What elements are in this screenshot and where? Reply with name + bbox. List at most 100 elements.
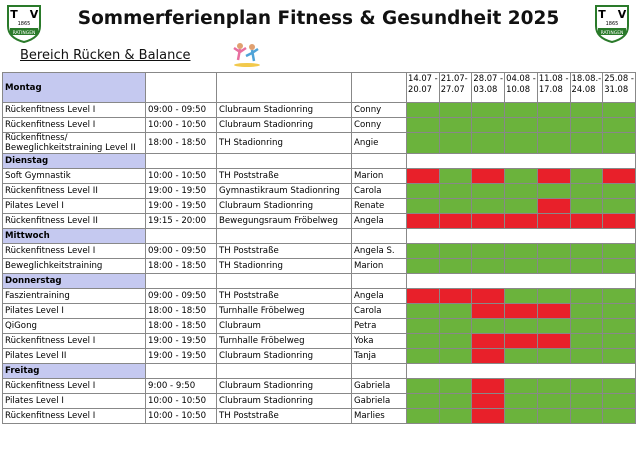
title: Sommerferienplan Fitness & Gesundheit 20… — [77, 8, 560, 29]
week-from: 21.07- — [440, 73, 468, 84]
trainer: Conny — [351, 102, 407, 118]
week-status — [471, 303, 506, 319]
empty-cell — [216, 72, 352, 103]
week-status — [569, 243, 604, 259]
week-status — [569, 102, 604, 118]
trainer: Yoka — [351, 333, 407, 349]
week-status — [536, 288, 571, 304]
time: 19:00 - 19:50 — [145, 333, 217, 349]
empty-cell — [351, 153, 407, 169]
week-status — [504, 168, 538, 184]
logo-letter: T — [598, 8, 606, 21]
week-status — [438, 132, 473, 154]
empty-cell — [406, 363, 636, 379]
week-status — [406, 333, 440, 349]
week-status — [504, 243, 538, 259]
week-status — [536, 303, 571, 319]
place: Clubraum Stadionring — [216, 348, 352, 364]
course: Faszientraining — [2, 288, 146, 304]
place: Clubraum — [216, 318, 352, 334]
course-row: Rückenfitness Level II 19:00 - 19:50 Gymna… — [2, 183, 636, 199]
week-status — [504, 378, 538, 394]
week-from: 18.08.- — [571, 73, 602, 84]
empty-cell — [145, 153, 217, 169]
week-status — [406, 378, 440, 394]
week-status — [504, 318, 538, 334]
course: Pilates Level I — [2, 393, 146, 409]
week-status — [569, 333, 604, 349]
time: 10:00 - 10:50 — [145, 393, 217, 409]
course: Rückenfitness Level I — [2, 333, 146, 349]
logo-letter: V — [618, 8, 627, 21]
time: 09:00 - 09:50 — [145, 102, 217, 118]
time: 19:00 - 19:50 — [145, 198, 217, 214]
week-status — [536, 117, 571, 133]
course: Rückenfitness Level I — [2, 117, 146, 133]
week-status — [471, 198, 506, 214]
day-row: Dienstag — [2, 153, 636, 169]
place: TH Stadionring — [216, 132, 352, 154]
course-row: Pilates Level I 10:00 - 10:50 Clubraum Sta… — [2, 393, 636, 409]
week-status — [438, 303, 473, 319]
week-status — [471, 393, 506, 409]
week-status — [536, 393, 571, 409]
week-status — [536, 243, 571, 259]
time: 18:00 - 18:50 — [145, 303, 217, 319]
week-from: 28.07 - — [473, 73, 504, 84]
time: 19:00 - 19:50 — [145, 348, 217, 364]
place: Clubraum Stadionring — [216, 102, 352, 118]
week-status — [602, 132, 636, 154]
week-status — [438, 117, 473, 133]
week-from: 11.08 - — [538, 73, 569, 84]
course: Rückenfitness Level I — [2, 408, 146, 424]
week-status — [438, 213, 473, 229]
week-status — [536, 198, 571, 214]
week-status — [471, 348, 506, 364]
logo-town: RATINGEN — [601, 30, 624, 36]
day-name: Donnerstag — [2, 273, 146, 289]
course: Rückenfitness Level II — [2, 213, 146, 229]
week-status — [438, 393, 473, 409]
week-header: 25.08 -31.08 — [602, 72, 636, 103]
week-status — [569, 213, 604, 229]
logo-year: 1865 — [18, 21, 31, 27]
empty-cell — [216, 153, 352, 169]
week-status — [504, 408, 538, 424]
week-status — [569, 288, 604, 304]
week-status — [471, 258, 506, 274]
course: Pilates Level I — [2, 303, 146, 319]
week-header: 28.07 -03.08 — [471, 72, 506, 103]
course: Pilates Level I — [2, 198, 146, 214]
time: 18:00 - 18:50 — [145, 318, 217, 334]
week-status — [406, 117, 440, 133]
place: Clubraum Stadionring — [216, 393, 352, 409]
time: 18:00 - 18:50 — [145, 132, 217, 154]
week-status — [504, 333, 538, 349]
week-status — [471, 333, 506, 349]
empty-cell — [406, 228, 636, 244]
week-status — [438, 288, 473, 304]
logo-right: T V 1865 RATINGEN — [595, 5, 629, 44]
trainer: Angela S. — [351, 243, 407, 259]
week-status — [504, 102, 538, 118]
time: 10:00 - 10:50 — [145, 117, 217, 133]
week-to: 17.08 — [538, 84, 563, 94]
week-from: 25.08 - — [604, 73, 634, 84]
day-name: Montag — [2, 72, 146, 103]
week-status — [406, 132, 440, 154]
week-status — [504, 117, 538, 133]
time: 09:00 - 09:50 — [145, 288, 217, 304]
place: TH Stadionring — [216, 258, 352, 274]
day-name: Mittwoch — [2, 228, 146, 244]
week-status — [406, 393, 440, 409]
week-status — [471, 378, 506, 394]
empty-cell — [145, 363, 217, 379]
week-status — [602, 318, 636, 334]
course-row: Rückenfitness Level II 19:15 - 20:00 Beweg… — [2, 213, 636, 229]
week-status — [569, 132, 604, 154]
week-status — [569, 318, 604, 334]
logo-letter: T — [10, 8, 18, 21]
week-status — [438, 102, 473, 118]
empty-cell — [216, 228, 352, 244]
